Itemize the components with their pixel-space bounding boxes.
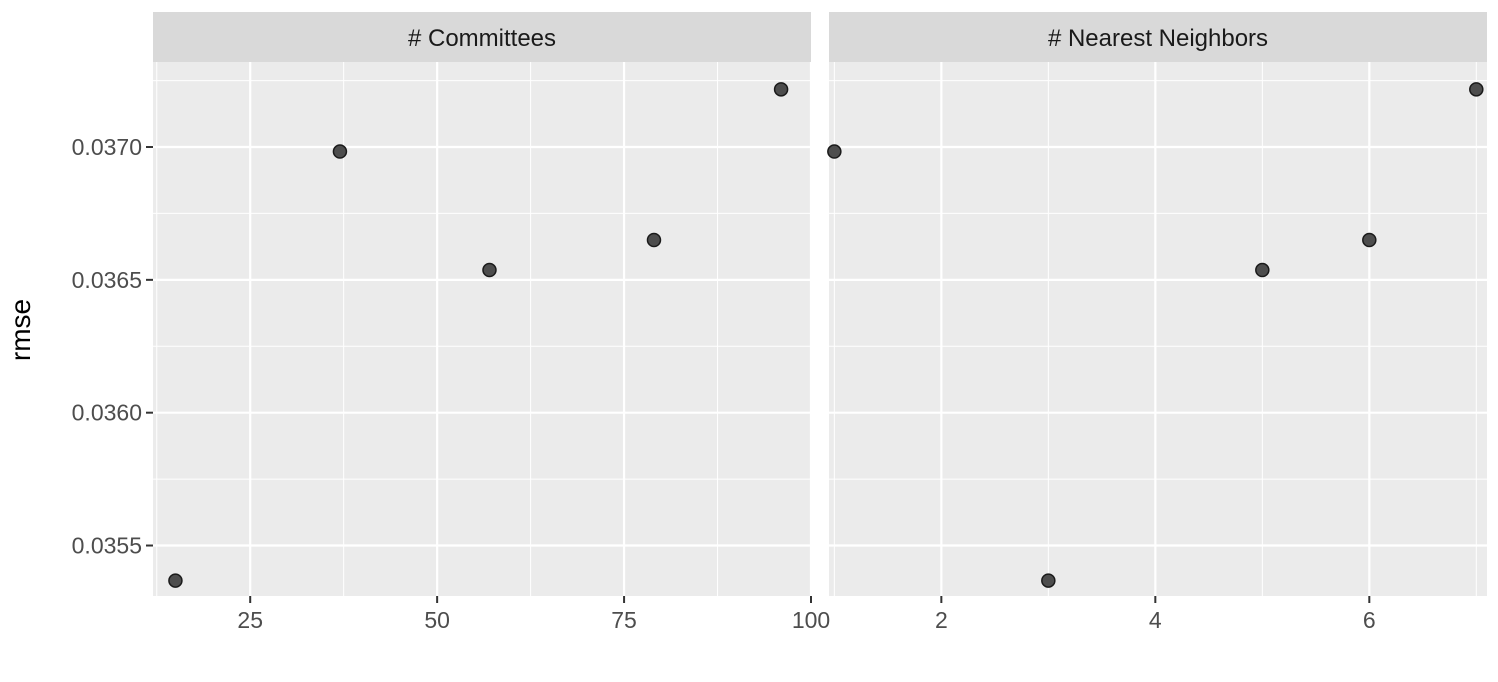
x-tick-label: 75 xyxy=(611,607,637,633)
strip-background xyxy=(829,12,1487,62)
data-point xyxy=(1255,262,1270,278)
y-axis-ticks: 0.0355 0.0360 0.0365 0.0370 xyxy=(72,134,153,559)
data-point xyxy=(332,144,348,159)
x-tick-label: 50 xyxy=(424,607,450,633)
grid-lines xyxy=(153,62,813,596)
y-axis-title: rmse xyxy=(5,299,36,361)
data-point xyxy=(646,232,662,248)
panel-background xyxy=(829,62,1487,596)
panel-committees: # Committees 25 50 75 100 xyxy=(153,12,830,633)
y-tick-label: 0.0370 xyxy=(72,134,142,160)
x-tick-label: 25 xyxy=(237,607,263,633)
data-points xyxy=(168,82,789,588)
panel-nearest-neighbors: # Nearest Neighbors 2 4 6 xyxy=(827,12,1487,633)
y-tick-label: 0.0365 xyxy=(72,267,142,293)
strip-background xyxy=(153,12,811,62)
x-tick-label: 6 xyxy=(1363,607,1376,633)
data-points xyxy=(827,82,1484,588)
data-point xyxy=(168,573,183,588)
grid-lines xyxy=(829,62,1487,596)
strip-title: # Nearest Neighbors xyxy=(1048,25,1268,52)
data-point xyxy=(827,144,842,159)
x-tick-label: 4 xyxy=(1149,607,1162,633)
x-tick-label: 100 xyxy=(792,607,830,633)
strip-title: # Committees xyxy=(408,25,556,52)
data-point xyxy=(1362,232,1377,248)
y-tick-label: 0.0360 xyxy=(72,400,142,426)
data-point xyxy=(773,82,789,97)
data-point xyxy=(1469,82,1484,97)
x-axis-ticks: 2 4 6 xyxy=(935,596,1376,633)
data-point xyxy=(1041,573,1056,588)
x-axis-ticks: 25 50 75 100 xyxy=(237,596,830,633)
y-tick-label: 0.0355 xyxy=(72,533,142,559)
x-tick-label: 2 xyxy=(935,607,948,633)
data-point xyxy=(482,262,497,278)
panel-background xyxy=(153,62,811,596)
